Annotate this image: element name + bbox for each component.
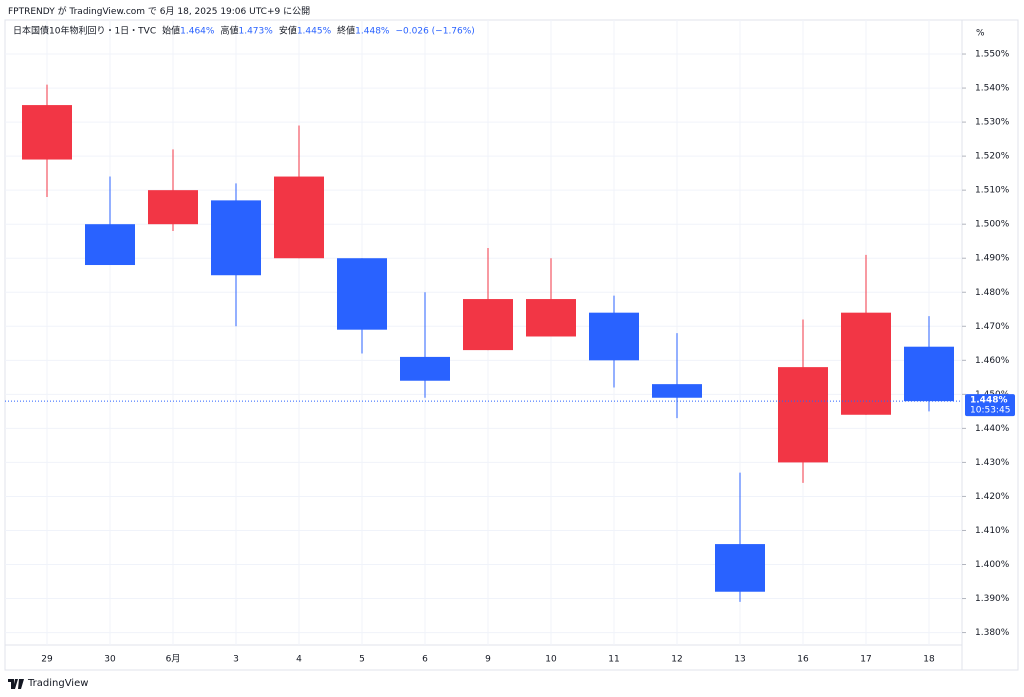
footer-brand: TradingView [28, 678, 89, 689]
candle-body [85, 224, 135, 266]
legend-ohlc-value: 1.445% [297, 27, 332, 37]
candle-body [463, 299, 513, 351]
y-tick-label: 1.510% [975, 186, 1010, 196]
y-tick-label: 1.410% [975, 526, 1010, 536]
x-tick-label: 13 [734, 655, 745, 665]
candle-body [778, 367, 828, 463]
x-tick-label: 16 [797, 655, 809, 665]
legend-ohlc-label: 始値 [162, 25, 180, 37]
x-tick-label: 29 [41, 655, 53, 665]
y-tick-label: 1.500% [975, 220, 1010, 230]
legend-title: 日本国債10年物利回り・1日・TVC [13, 25, 156, 37]
x-tick-label: 4 [296, 655, 302, 665]
y-tick-label: 1.460% [975, 356, 1010, 366]
candle-body [526, 299, 576, 337]
legend-ohlc-value: 1.448% [355, 27, 390, 37]
y-tick-label: 1.490% [975, 254, 1010, 264]
legend-ohlc-label: 終値 [337, 25, 355, 37]
x-tick-label: 18 [923, 655, 935, 665]
candle-body [211, 200, 261, 276]
last-price-badge [965, 394, 1015, 417]
y-tick-label: 1.420% [975, 492, 1010, 502]
countdown-label: 10:53:45 [970, 406, 1010, 416]
candle-body [22, 105, 72, 160]
candle-body [904, 346, 954, 402]
chart-frame [4, 19, 1019, 671]
y-tick-label: 1.550% [975, 50, 1010, 60]
y-tick-label: 1.540% [975, 84, 1010, 94]
legend-ohlc-label: 高値 [220, 25, 238, 37]
candle-body [337, 258, 387, 330]
x-tick-label: 17 [860, 655, 871, 665]
candle-body [715, 544, 765, 592]
last-price-label: 1.448% [970, 396, 1008, 406]
unit-label: % [976, 29, 985, 39]
candle-body [589, 312, 639, 361]
legend-ohlc-value: 1.464% [180, 27, 215, 37]
candle-body [841, 312, 891, 415]
x-tick-label: 5 [359, 655, 365, 665]
x-tick-label: 6月 [166, 654, 181, 665]
y-tick-label: 1.440% [975, 424, 1010, 434]
candle-body [400, 356, 450, 381]
x-tick-label: 12 [671, 655, 682, 665]
legend-ohlc-value: 1.473% [238, 27, 273, 37]
y-tick-label: 1.430% [975, 458, 1010, 468]
candle-body [274, 176, 324, 259]
x-tick-label: 11 [608, 655, 619, 665]
y-tick-label: 1.520% [975, 152, 1010, 162]
x-tick-label: 9 [485, 655, 491, 665]
legend-change: −0.026 (−1.76%) [396, 27, 475, 37]
y-tick-label: 1.380% [975, 628, 1010, 638]
candle-body [148, 190, 198, 225]
y-tick-label: 1.390% [975, 594, 1010, 604]
x-tick-label: 30 [104, 655, 116, 665]
x-tick-label: 6 [422, 655, 428, 665]
y-tick-label: 1.400% [975, 560, 1010, 570]
footer: TradingView [8, 678, 88, 689]
logo [8, 678, 24, 689]
x-tick-label: 3 [233, 655, 239, 665]
y-tick-label: 1.470% [975, 322, 1010, 332]
y-tick-label: 1.530% [975, 118, 1010, 128]
x-tick-label: 10 [545, 655, 557, 665]
candle-body [652, 384, 702, 398]
legend-ohlc-label: 安値 [279, 25, 297, 37]
y-tick-label: 1.480% [975, 288, 1010, 298]
header: FPTRENDY が TradingView.com で 6月 18, 2025… [8, 7, 311, 17]
